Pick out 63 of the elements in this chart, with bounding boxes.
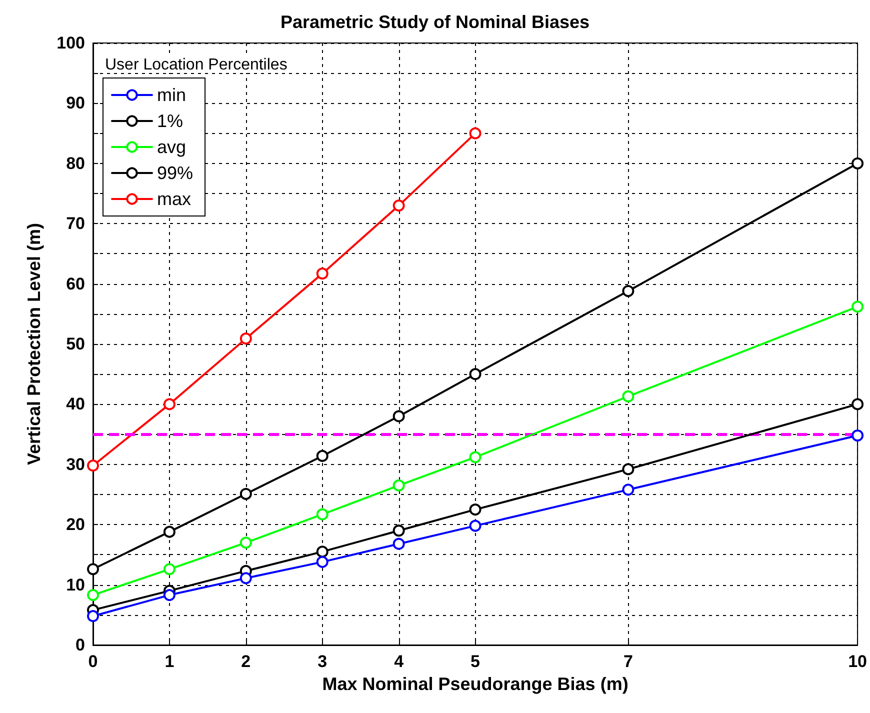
y-tick-label: 70 [66,214,85,234]
point [163,589,176,602]
point [87,563,99,576]
point [163,526,176,538]
point [852,398,864,410]
y-tick-label: 100 [56,34,85,52]
x-tick-label: 4 [394,652,404,671]
y-tick-label: 40 [66,394,85,414]
y-tick-label: 50 [66,334,85,354]
x-tick-label: 7 [623,652,633,671]
point [469,127,482,140]
point [392,538,405,550]
point [469,504,482,516]
point [852,430,864,442]
legend-label: avg [157,137,186,157]
point [622,285,634,298]
y-tick-label: 80 [66,154,85,173]
point [316,546,328,558]
legend-title: User Location Percentiles [105,56,288,74]
point [240,488,252,500]
point [392,479,405,492]
point [852,157,864,170]
legend-label: max [157,189,192,209]
y-axis-title: Vertical Protection Level (m) [24,222,44,466]
y-tick-label: 60 [66,274,85,294]
point [240,572,252,584]
point [87,589,99,602]
point [240,332,252,345]
y-tick-label: 90 [66,94,85,113]
point [163,398,176,410]
point [622,484,634,496]
x-tick-label: 5 [470,652,480,671]
x-axis-title: Max Nominal Pseudorange Bias (m) [322,674,628,694]
y-tick-label: 0 [76,636,85,654]
point [87,460,99,472]
point [392,200,405,212]
point [392,410,405,422]
x-tick-label: 3 [318,652,328,671]
legend-label: min [157,85,186,105]
y-tick-label: 30 [66,454,85,474]
point [622,463,634,476]
point [469,520,482,532]
point [316,508,328,520]
point [852,300,864,313]
chart-title: Parametric Study of Nominal Biases [280,12,590,32]
point [392,524,405,537]
point [316,268,328,280]
x-tick-label: 0 [88,652,98,671]
point [469,451,482,464]
x-tick-label: 1 [164,652,174,671]
point [87,610,99,622]
legend-label: 99% [157,163,194,183]
point [622,390,634,402]
x-tick-label: 2 [241,652,251,671]
y-tick-label: 10 [66,575,85,594]
point [469,368,482,380]
point [316,556,328,568]
point [163,563,176,576]
point [316,450,328,462]
legend-label: 1% [157,111,184,131]
y-tick-label: 20 [66,515,85,534]
point [240,536,252,549]
x-tick-label: 10 [848,652,868,671]
